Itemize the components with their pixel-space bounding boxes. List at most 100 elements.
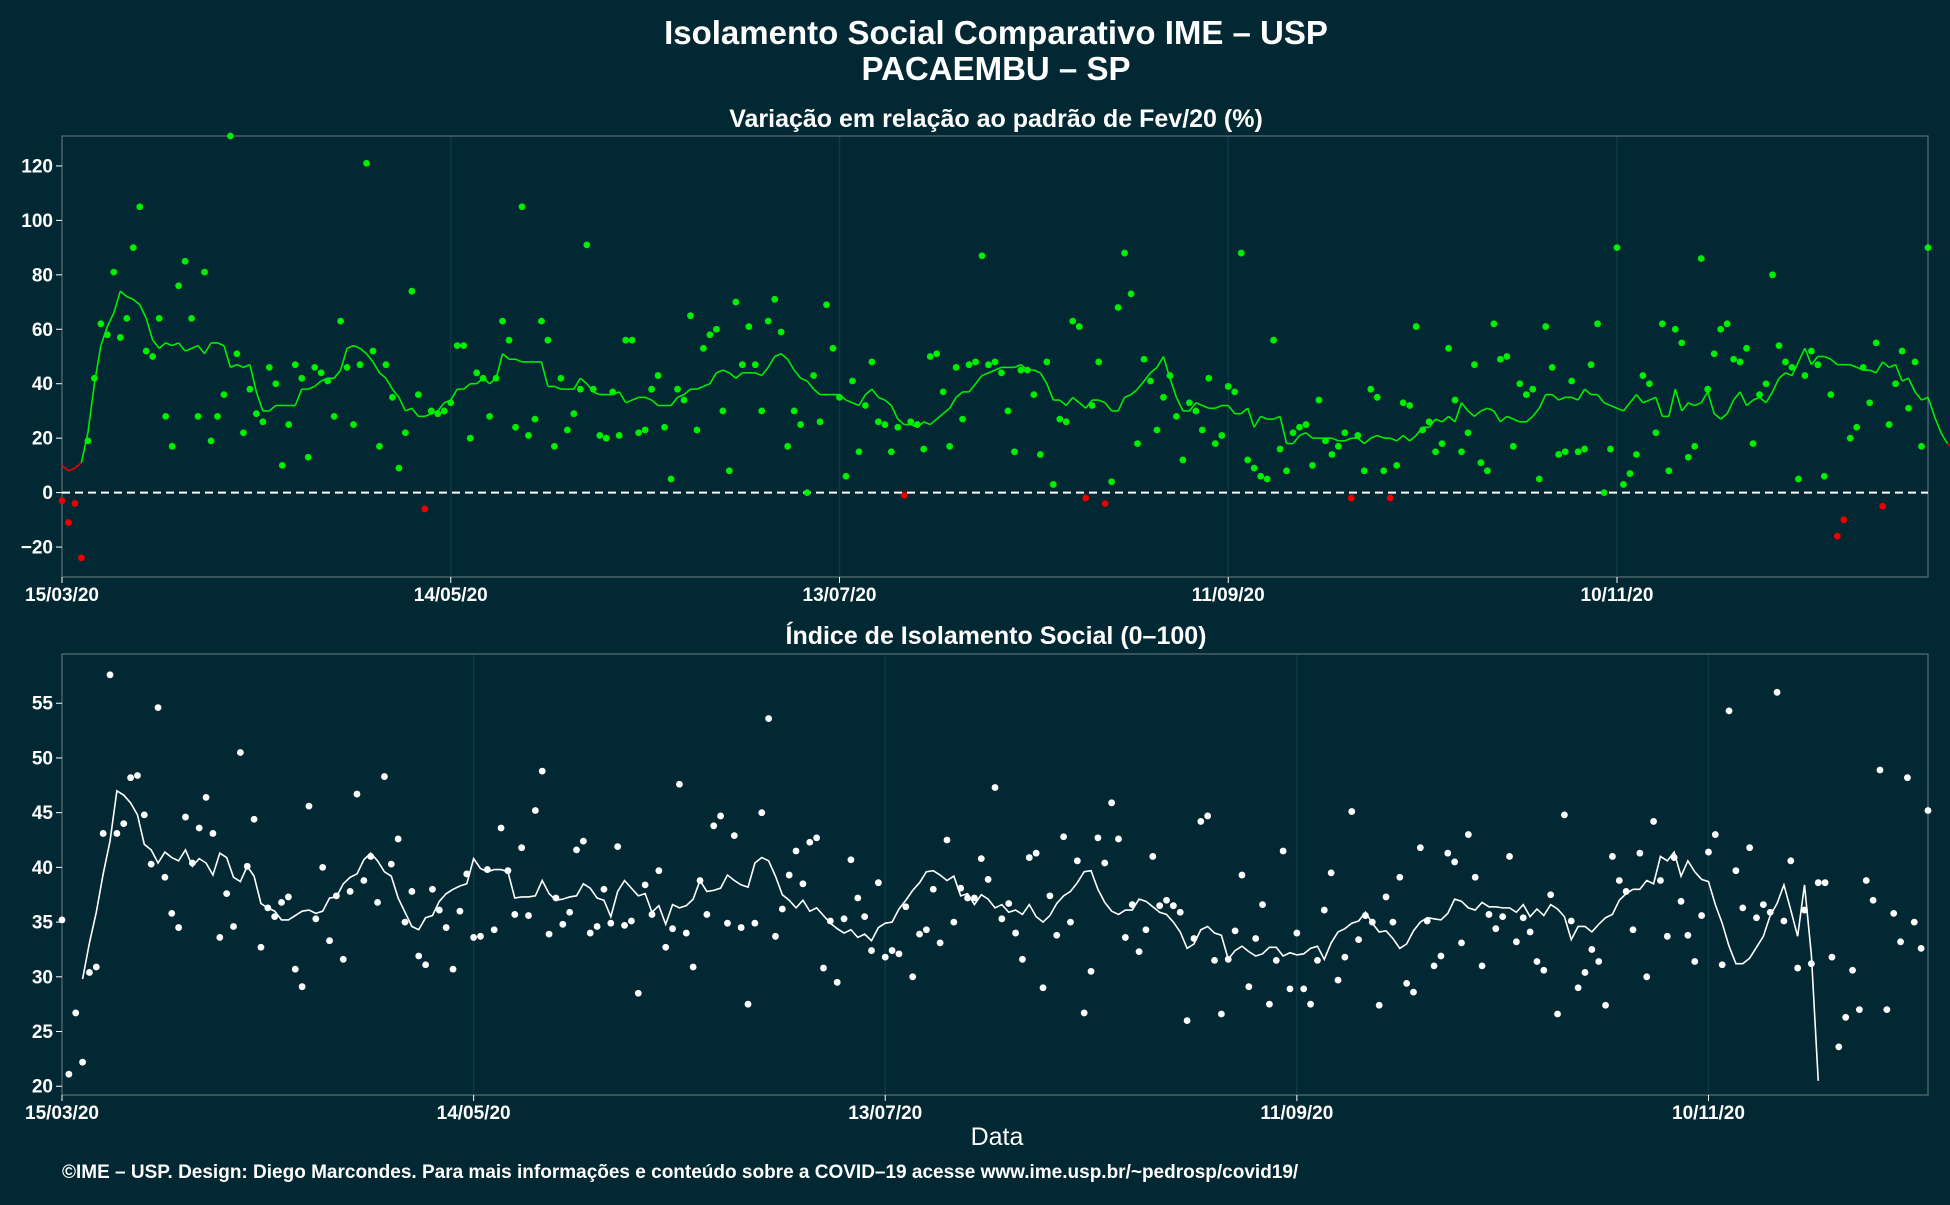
data-point bbox=[1176, 908, 1184, 916]
moving-average-segment bbox=[1149, 366, 1158, 374]
data-point bbox=[1309, 461, 1316, 469]
data-point bbox=[415, 952, 423, 960]
data-point bbox=[1718, 961, 1726, 969]
moving-average-segment bbox=[405, 407, 413, 412]
data-point bbox=[1276, 445, 1284, 453]
data-point bbox=[1217, 1010, 1225, 1018]
moving-average-segment bbox=[573, 377, 582, 390]
data-point bbox=[1516, 380, 1524, 388]
moving-average-segment bbox=[165, 342, 173, 347]
data-point bbox=[264, 904, 272, 912]
moving-average-segment bbox=[1493, 410, 1502, 423]
data-point bbox=[1134, 440, 1141, 448]
data-point bbox=[1697, 255, 1705, 262]
moving-average-segment bbox=[1732, 391, 1741, 401]
data-point bbox=[103, 331, 111, 339]
data-point bbox=[1609, 853, 1616, 860]
moving-average-segment bbox=[631, 396, 639, 401]
data-point bbox=[1842, 1013, 1850, 1021]
moving-average-segment bbox=[1642, 399, 1650, 404]
data-point bbox=[227, 132, 234, 140]
moving-average-segment bbox=[191, 344, 199, 350]
data-point bbox=[602, 434, 610, 442]
data-point bbox=[1197, 818, 1205, 825]
data-point bbox=[1149, 853, 1157, 860]
data-point bbox=[1581, 445, 1588, 453]
data-point bbox=[120, 820, 128, 828]
data-point bbox=[1548, 363, 1556, 371]
data-point bbox=[596, 432, 604, 439]
data-point bbox=[641, 881, 649, 889]
data-point bbox=[820, 964, 827, 972]
data-point bbox=[65, 1070, 73, 1078]
moving-average-segment bbox=[1869, 369, 1877, 374]
data-point bbox=[984, 876, 992, 883]
moving-average-segment bbox=[1785, 372, 1793, 377]
data-point bbox=[285, 421, 293, 428]
data-point bbox=[1711, 831, 1719, 838]
data-point bbox=[162, 412, 170, 420]
x-tick-label: 10/11/20 bbox=[1672, 1103, 1745, 1124]
data-point bbox=[1025, 854, 1033, 861]
data-point bbox=[907, 418, 915, 426]
data-point bbox=[504, 867, 512, 875]
y-tick-label: 45 bbox=[32, 803, 54, 824]
data-point bbox=[600, 885, 608, 893]
data-point bbox=[505, 336, 513, 344]
data-point bbox=[1266, 1000, 1273, 1008]
moving-average-segment bbox=[1253, 415, 1262, 428]
data-point bbox=[1069, 317, 1077, 325]
data-point bbox=[1471, 873, 1479, 881]
data-point bbox=[1496, 355, 1504, 363]
data-point bbox=[1399, 399, 1407, 407]
moving-average-segment bbox=[1305, 432, 1313, 439]
moving-average-segment bbox=[1726, 399, 1735, 415]
x-tick-label: 10/11/20 bbox=[1581, 585, 1654, 606]
data-point bbox=[593, 923, 601, 930]
data-point bbox=[1658, 320, 1666, 328]
data-point bbox=[1904, 774, 1911, 782]
moving-average-segment bbox=[540, 361, 549, 387]
data-point bbox=[147, 860, 155, 868]
moving-average-segment bbox=[988, 369, 996, 374]
data-point bbox=[136, 203, 144, 211]
data-point bbox=[531, 415, 539, 423]
moving-average-segment bbox=[1946, 442, 1950, 447]
moving-average-segment bbox=[1629, 394, 1638, 404]
data-point bbox=[589, 385, 597, 393]
data-point bbox=[1892, 380, 1899, 388]
moving-average-segment bbox=[774, 353, 782, 358]
moving-average-segment bbox=[1214, 404, 1223, 409]
data-point bbox=[395, 464, 403, 472]
moving-average-segment bbox=[942, 407, 951, 415]
x-tick-label: 15/03/20 bbox=[25, 1103, 99, 1124]
moving-average-segment bbox=[1273, 415, 1281, 420]
data-point bbox=[460, 342, 468, 350]
data-point bbox=[1430, 962, 1438, 970]
data-point bbox=[1380, 467, 1388, 475]
data-point bbox=[1354, 432, 1362, 439]
moving-average-segment bbox=[1117, 396, 1126, 412]
data-point bbox=[317, 369, 325, 377]
data-point bbox=[991, 784, 999, 791]
data-point bbox=[1671, 325, 1679, 333]
moving-average-segment bbox=[1700, 391, 1709, 404]
data-point bbox=[826, 917, 834, 925]
data-point bbox=[525, 432, 532, 439]
data-point bbox=[350, 421, 357, 428]
data-point bbox=[1060, 833, 1067, 841]
data-point bbox=[1897, 938, 1904, 946]
data-point bbox=[1905, 404, 1912, 412]
data-point bbox=[1205, 374, 1213, 382]
data-point bbox=[1885, 421, 1893, 428]
data-point bbox=[1185, 399, 1193, 407]
data-point bbox=[1753, 914, 1760, 922]
data-point bbox=[874, 879, 882, 887]
data-point bbox=[1024, 366, 1031, 374]
data-point bbox=[1211, 957, 1218, 964]
moving-average-segment bbox=[1396, 434, 1404, 442]
data-point bbox=[435, 906, 443, 914]
data-point bbox=[1876, 766, 1884, 774]
y-tick-label: 60 bbox=[32, 320, 53, 341]
